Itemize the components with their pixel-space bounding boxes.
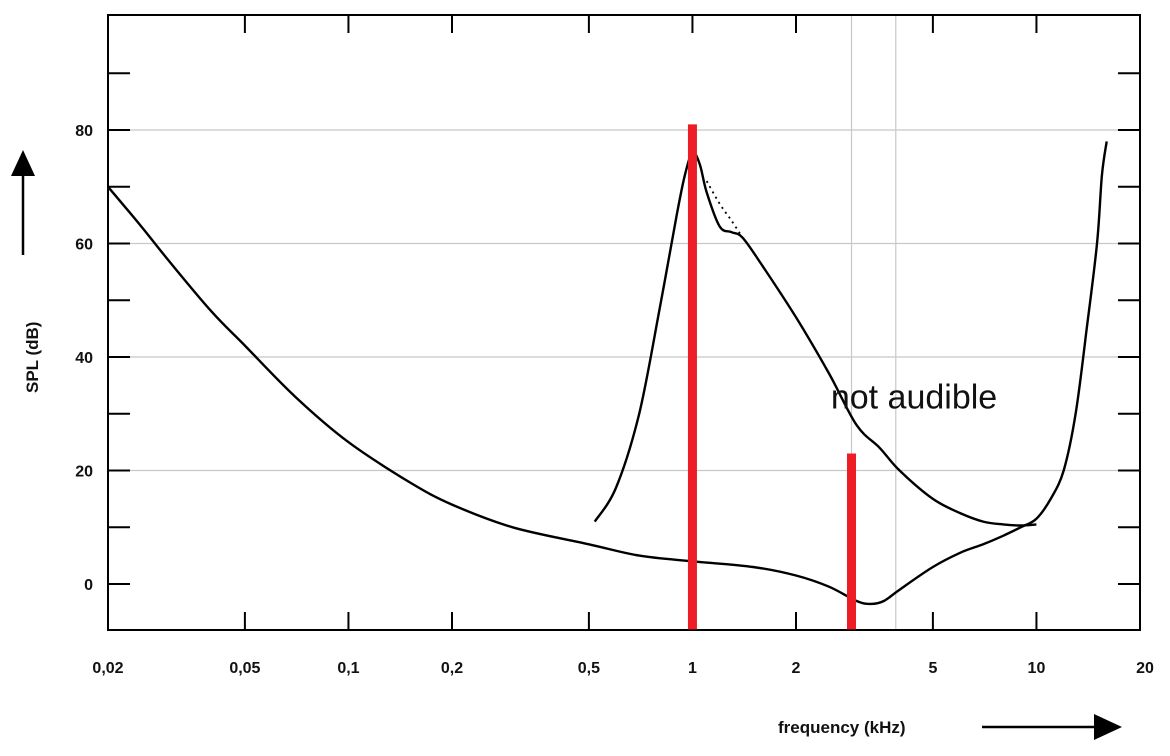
x-tick-label: 20 xyxy=(1136,660,1154,677)
x-axis-label: frequency (kHz) xyxy=(778,718,906,737)
annotation-not-audible: not audible xyxy=(831,379,997,417)
y-axis-label: SPL (dB) xyxy=(23,322,42,393)
x-axis-arrow xyxy=(982,714,1122,740)
series-line-masking-threshold-alternate xyxy=(705,180,744,239)
series-group xyxy=(107,141,1108,606)
series-line-threshold-in-quiet xyxy=(107,141,1108,606)
y-tick-labels: 0 20 40 60 80 xyxy=(75,123,93,594)
y-tick-label: 60 xyxy=(75,237,93,254)
markers-group xyxy=(687,124,857,630)
y-tick-label: 80 xyxy=(75,123,93,140)
y-tick-label: 0 xyxy=(84,577,93,594)
x-tick-label: 0,1 xyxy=(337,660,359,677)
x-tick-labels: 0,02 0,05 0,1 0,2 0,5 1 2 5 10 20 xyxy=(92,660,1154,677)
plot-frame xyxy=(107,14,1141,631)
x-tick-label: 0,05 xyxy=(229,660,260,677)
x-tick-label: 0,5 xyxy=(578,660,600,677)
axes xyxy=(107,14,1141,631)
x-tick-label: 5 xyxy=(928,660,937,677)
grid xyxy=(108,15,1140,630)
x-tick-label: 2 xyxy=(792,660,801,677)
series-line-masking-threshold xyxy=(593,151,1037,527)
y-tick-label: 20 xyxy=(75,464,93,481)
y-axis-arrow xyxy=(11,150,35,255)
x-tick-label: 0,02 xyxy=(92,660,123,677)
x-tick-label: 1 xyxy=(688,660,697,677)
x-tick-label: 10 xyxy=(1028,660,1046,677)
y-tick-label: 40 xyxy=(75,350,93,367)
x-tick-label: 0,2 xyxy=(441,660,463,677)
